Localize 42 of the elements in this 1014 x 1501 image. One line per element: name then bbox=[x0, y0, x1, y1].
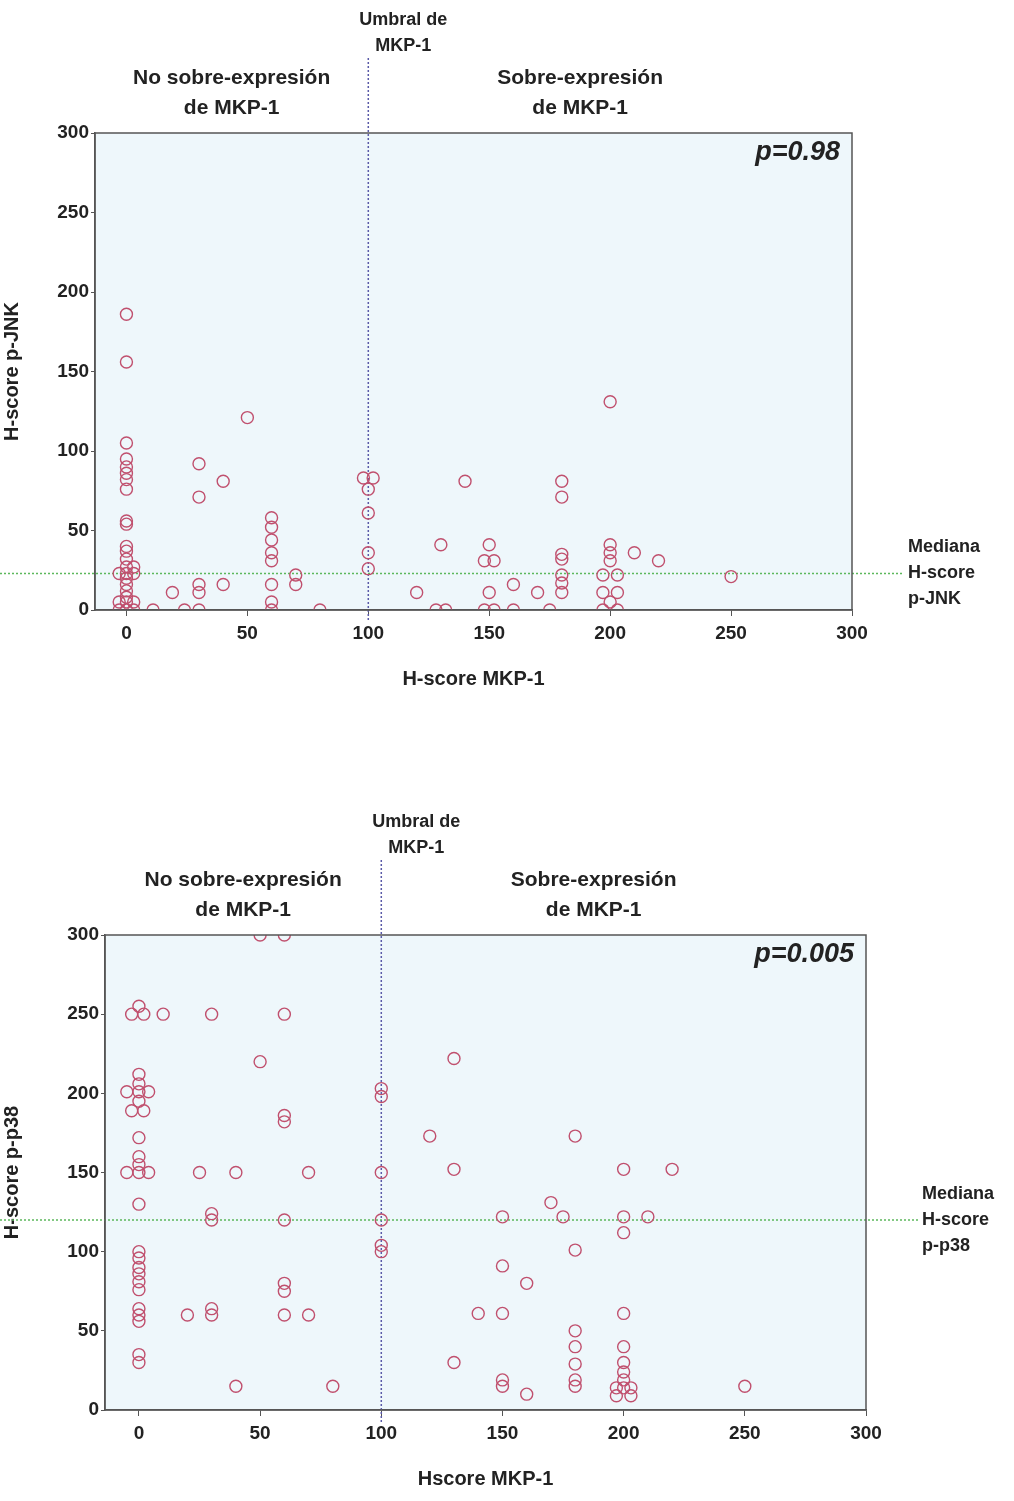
x-tick-label: 150 bbox=[486, 1421, 519, 1443]
x-tick-label: 200 bbox=[594, 621, 626, 643]
ref-line-label: Umbral de MKP-1 bbox=[359, 8, 448, 55]
x-tick-label: 50 bbox=[236, 621, 258, 643]
y-tick-label: 100 bbox=[57, 439, 89, 461]
x-axis-title: Hscore MKP-1 bbox=[417, 1466, 554, 1489]
y-tick-label: 250 bbox=[57, 200, 89, 222]
y-tick-label: 0 bbox=[88, 1398, 99, 1420]
x-axis-title: H-score MKP-1 bbox=[402, 666, 545, 689]
x-tick-label: 50 bbox=[249, 1421, 271, 1443]
annotation: p=0.98 bbox=[754, 136, 840, 167]
y-axis-title: H-score p-JNK bbox=[0, 301, 22, 441]
y-tick-label: 150 bbox=[67, 1160, 99, 1182]
x-tick-label: 150 bbox=[473, 621, 506, 643]
text: No sobre-expresión de MKP-1 bbox=[144, 866, 342, 920]
y-axis-title: H-score p-p38 bbox=[0, 1105, 22, 1240]
x-tick-label: 300 bbox=[850, 1421, 882, 1443]
x-tick-label: 0 bbox=[133, 1421, 145, 1443]
y-tick-label: 50 bbox=[67, 518, 89, 540]
ref-line-label: Mediana H-score p-p38 bbox=[922, 1182, 996, 1255]
x-tick-label: 300 bbox=[836, 621, 868, 643]
y-tick-label: 150 bbox=[57, 359, 89, 381]
x-tick-label: 100 bbox=[352, 621, 385, 643]
y-tick-label: 300 bbox=[57, 121, 89, 143]
x-tick-label: 200 bbox=[607, 1421, 640, 1443]
x-tick-label: 250 bbox=[715, 621, 747, 643]
ref-line-label: Mediana H-score p-JNK bbox=[908, 536, 982, 609]
annotation: p=0.005 bbox=[753, 938, 855, 969]
y-tick-label: 50 bbox=[77, 1319, 99, 1341]
y-tick-label: 100 bbox=[67, 1239, 99, 1261]
y-tick-label: 300 bbox=[67, 923, 99, 945]
text: Sobre-expresión de MKP-1 bbox=[510, 866, 677, 920]
x-tick-label: 100 bbox=[365, 1421, 398, 1443]
y-tick-label: 250 bbox=[67, 1002, 99, 1024]
x-tick-label: 0 bbox=[121, 621, 132, 643]
text: No sobre-expresión de MKP-1 bbox=[133, 64, 331, 118]
y-tick-label: 0 bbox=[78, 598, 89, 620]
x-tick-label: 250 bbox=[728, 1421, 761, 1443]
text: Sobre-expresión de MKP-1 bbox=[497, 64, 664, 118]
y-tick-label: 200 bbox=[57, 280, 89, 302]
y-tick-label: 200 bbox=[67, 1081, 99, 1103]
ref-line-label: Umbral de MKP-1 bbox=[372, 810, 461, 857]
